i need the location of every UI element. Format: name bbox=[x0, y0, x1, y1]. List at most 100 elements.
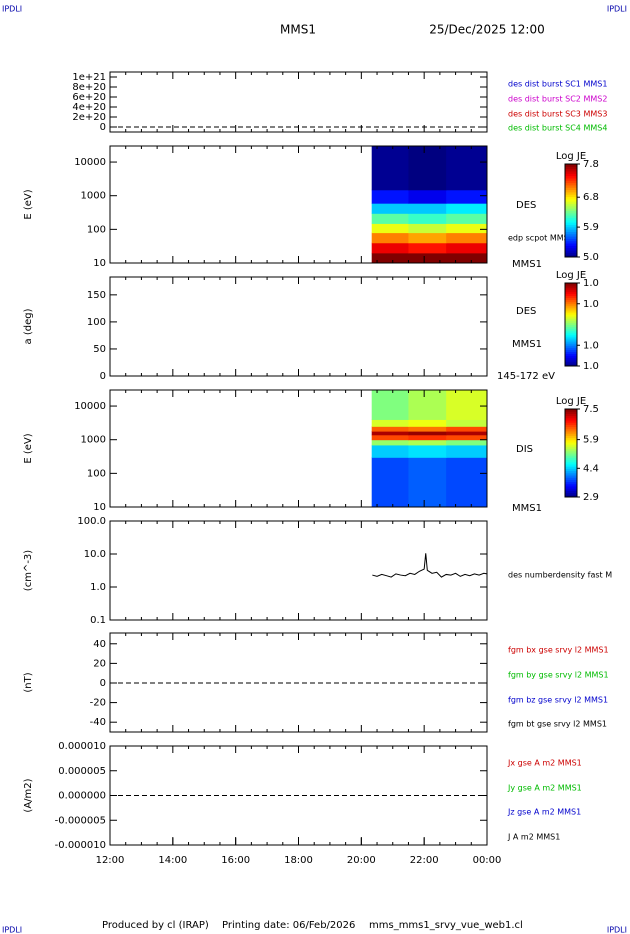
colorbar-step bbox=[565, 229, 577, 232]
heatmap-cell bbox=[408, 252, 447, 264]
colorbar-tick-label: 7.8 bbox=[583, 159, 599, 170]
legend-entry: Jx gse A m2 MMS1 bbox=[507, 759, 582, 768]
colorbar-step bbox=[565, 205, 577, 209]
colorbar-step bbox=[565, 472, 577, 476]
colorbar-step bbox=[565, 226, 577, 230]
colorbar-step bbox=[565, 330, 577, 334]
y-tick-label: 0 bbox=[100, 122, 106, 133]
heatmap-cell bbox=[446, 434, 488, 441]
x-tick-label: 12:00 bbox=[96, 855, 125, 866]
colorbar-title: Log JE bbox=[556, 151, 586, 162]
colorbar-step bbox=[565, 470, 577, 474]
x-tick-label: 00:00 bbox=[473, 855, 502, 866]
y-axis-label: E (eV) bbox=[23, 189, 34, 219]
corner-mark: IPDLI bbox=[607, 5, 627, 14]
x-tick-label: 22:00 bbox=[410, 855, 439, 866]
colorbar-step bbox=[565, 420, 577, 423]
colorbar-step bbox=[565, 245, 577, 249]
colorbar-step bbox=[565, 415, 577, 419]
colorbar-step bbox=[565, 479, 577, 483]
heatmap-cell bbox=[446, 146, 488, 191]
colorbar-step bbox=[565, 189, 577, 193]
y-axis-label: E (eV) bbox=[23, 433, 34, 463]
colorbar-step bbox=[565, 164, 577, 167]
colorbar-step bbox=[565, 303, 577, 307]
y-tick-label: -20 bbox=[90, 698, 106, 709]
colorbar-tick-label: 7.5 bbox=[583, 404, 599, 415]
colorbar-step bbox=[565, 435, 577, 439]
colorbar-step bbox=[565, 422, 577, 425]
colorbar-tick-label: 6.8 bbox=[583, 192, 599, 203]
heatmap-cell bbox=[446, 213, 488, 224]
heatmap-cell bbox=[446, 419, 488, 427]
colorbar-step bbox=[565, 431, 577, 434]
heatmap-cell bbox=[446, 457, 488, 508]
colorbar-step bbox=[565, 215, 577, 218]
colorbar-step bbox=[565, 254, 577, 258]
colorbar-step bbox=[565, 466, 577, 469]
heatmap-cell bbox=[408, 203, 447, 214]
colorbar-step bbox=[565, 166, 577, 170]
colorbar-step bbox=[565, 409, 577, 412]
panel-label: DIS bbox=[516, 444, 533, 455]
y-tick-label: -0.000010 bbox=[55, 840, 106, 851]
y-tick-label: 2e+20 bbox=[72, 112, 106, 123]
colorbar-tick-label: 2.9 bbox=[583, 492, 599, 503]
y-tick-label: 40 bbox=[93, 639, 106, 650]
heatmap-cell bbox=[446, 252, 488, 264]
colorbar-step bbox=[565, 334, 577, 338]
heatmap-cell bbox=[408, 242, 447, 254]
y-tick-label: 8e+20 bbox=[72, 82, 106, 93]
y-tick-label: 1e+21 bbox=[72, 72, 106, 83]
colorbar-step bbox=[565, 320, 577, 323]
y-tick-label: -0.000005 bbox=[55, 815, 106, 826]
colorbar-step bbox=[565, 231, 577, 235]
y-tick-label: 6e+20 bbox=[72, 92, 106, 103]
colorbar-step bbox=[565, 309, 577, 313]
y-tick-label: 50 bbox=[93, 344, 106, 355]
panel-label: 145-172 eV bbox=[497, 371, 555, 382]
y-tick-label: 10000 bbox=[74, 401, 106, 412]
heatmap-cell bbox=[446, 242, 488, 254]
colorbar-step bbox=[565, 301, 577, 305]
colorbar-step bbox=[565, 424, 577, 428]
y-tick-label: 1000 bbox=[81, 191, 106, 202]
y-tick-label: 0.000000 bbox=[58, 791, 106, 802]
y-axis-label: (A/m2) bbox=[23, 778, 34, 812]
heatmap-cell bbox=[371, 203, 409, 214]
heatmap-cell bbox=[408, 146, 447, 191]
heatmap-cell bbox=[371, 242, 409, 254]
colorbar-step bbox=[565, 316, 577, 319]
data-line bbox=[372, 553, 488, 578]
y-tick-label: 10.0 bbox=[84, 549, 106, 560]
y-tick-label: 4e+20 bbox=[72, 102, 106, 113]
colorbar-tick-label: 5.9 bbox=[583, 435, 599, 446]
colorbar-step bbox=[565, 318, 577, 321]
colorbar-step bbox=[565, 314, 577, 317]
heatmap-cell bbox=[408, 390, 447, 420]
panel-label: MMS1 bbox=[512, 259, 542, 270]
heatmap-cell bbox=[446, 439, 488, 446]
colorbar-step bbox=[565, 341, 577, 344]
colorbar-step bbox=[565, 187, 577, 191]
colorbar-step bbox=[565, 343, 577, 346]
legend-entry: des dist burst SC2 MMS2 bbox=[508, 95, 607, 104]
y-tick-label: 1.0 bbox=[90, 582, 106, 593]
colorbar-step bbox=[565, 464, 577, 467]
heatmap-cell bbox=[446, 426, 488, 432]
colorbar-step bbox=[565, 307, 577, 311]
colorbar-step bbox=[565, 196, 577, 200]
colorbar-step bbox=[565, 433, 577, 436]
panel-label: MMS1 bbox=[512, 339, 542, 350]
colorbar-step bbox=[565, 212, 577, 216]
legend-entry: fgm by gse srvy l2 MMS1 bbox=[508, 671, 609, 680]
x-tick-label: 18:00 bbox=[284, 855, 313, 866]
y-tick-label: 150 bbox=[87, 290, 106, 301]
credit: Produced by cl (IRAP) bbox=[102, 920, 209, 931]
colorbar-step bbox=[565, 336, 577, 340]
colorbar-step bbox=[565, 459, 577, 463]
colorbar-step bbox=[565, 293, 577, 296]
colorbar-step bbox=[565, 191, 577, 195]
colorbar-step bbox=[565, 490, 577, 494]
colorbar-step bbox=[565, 283, 577, 286]
